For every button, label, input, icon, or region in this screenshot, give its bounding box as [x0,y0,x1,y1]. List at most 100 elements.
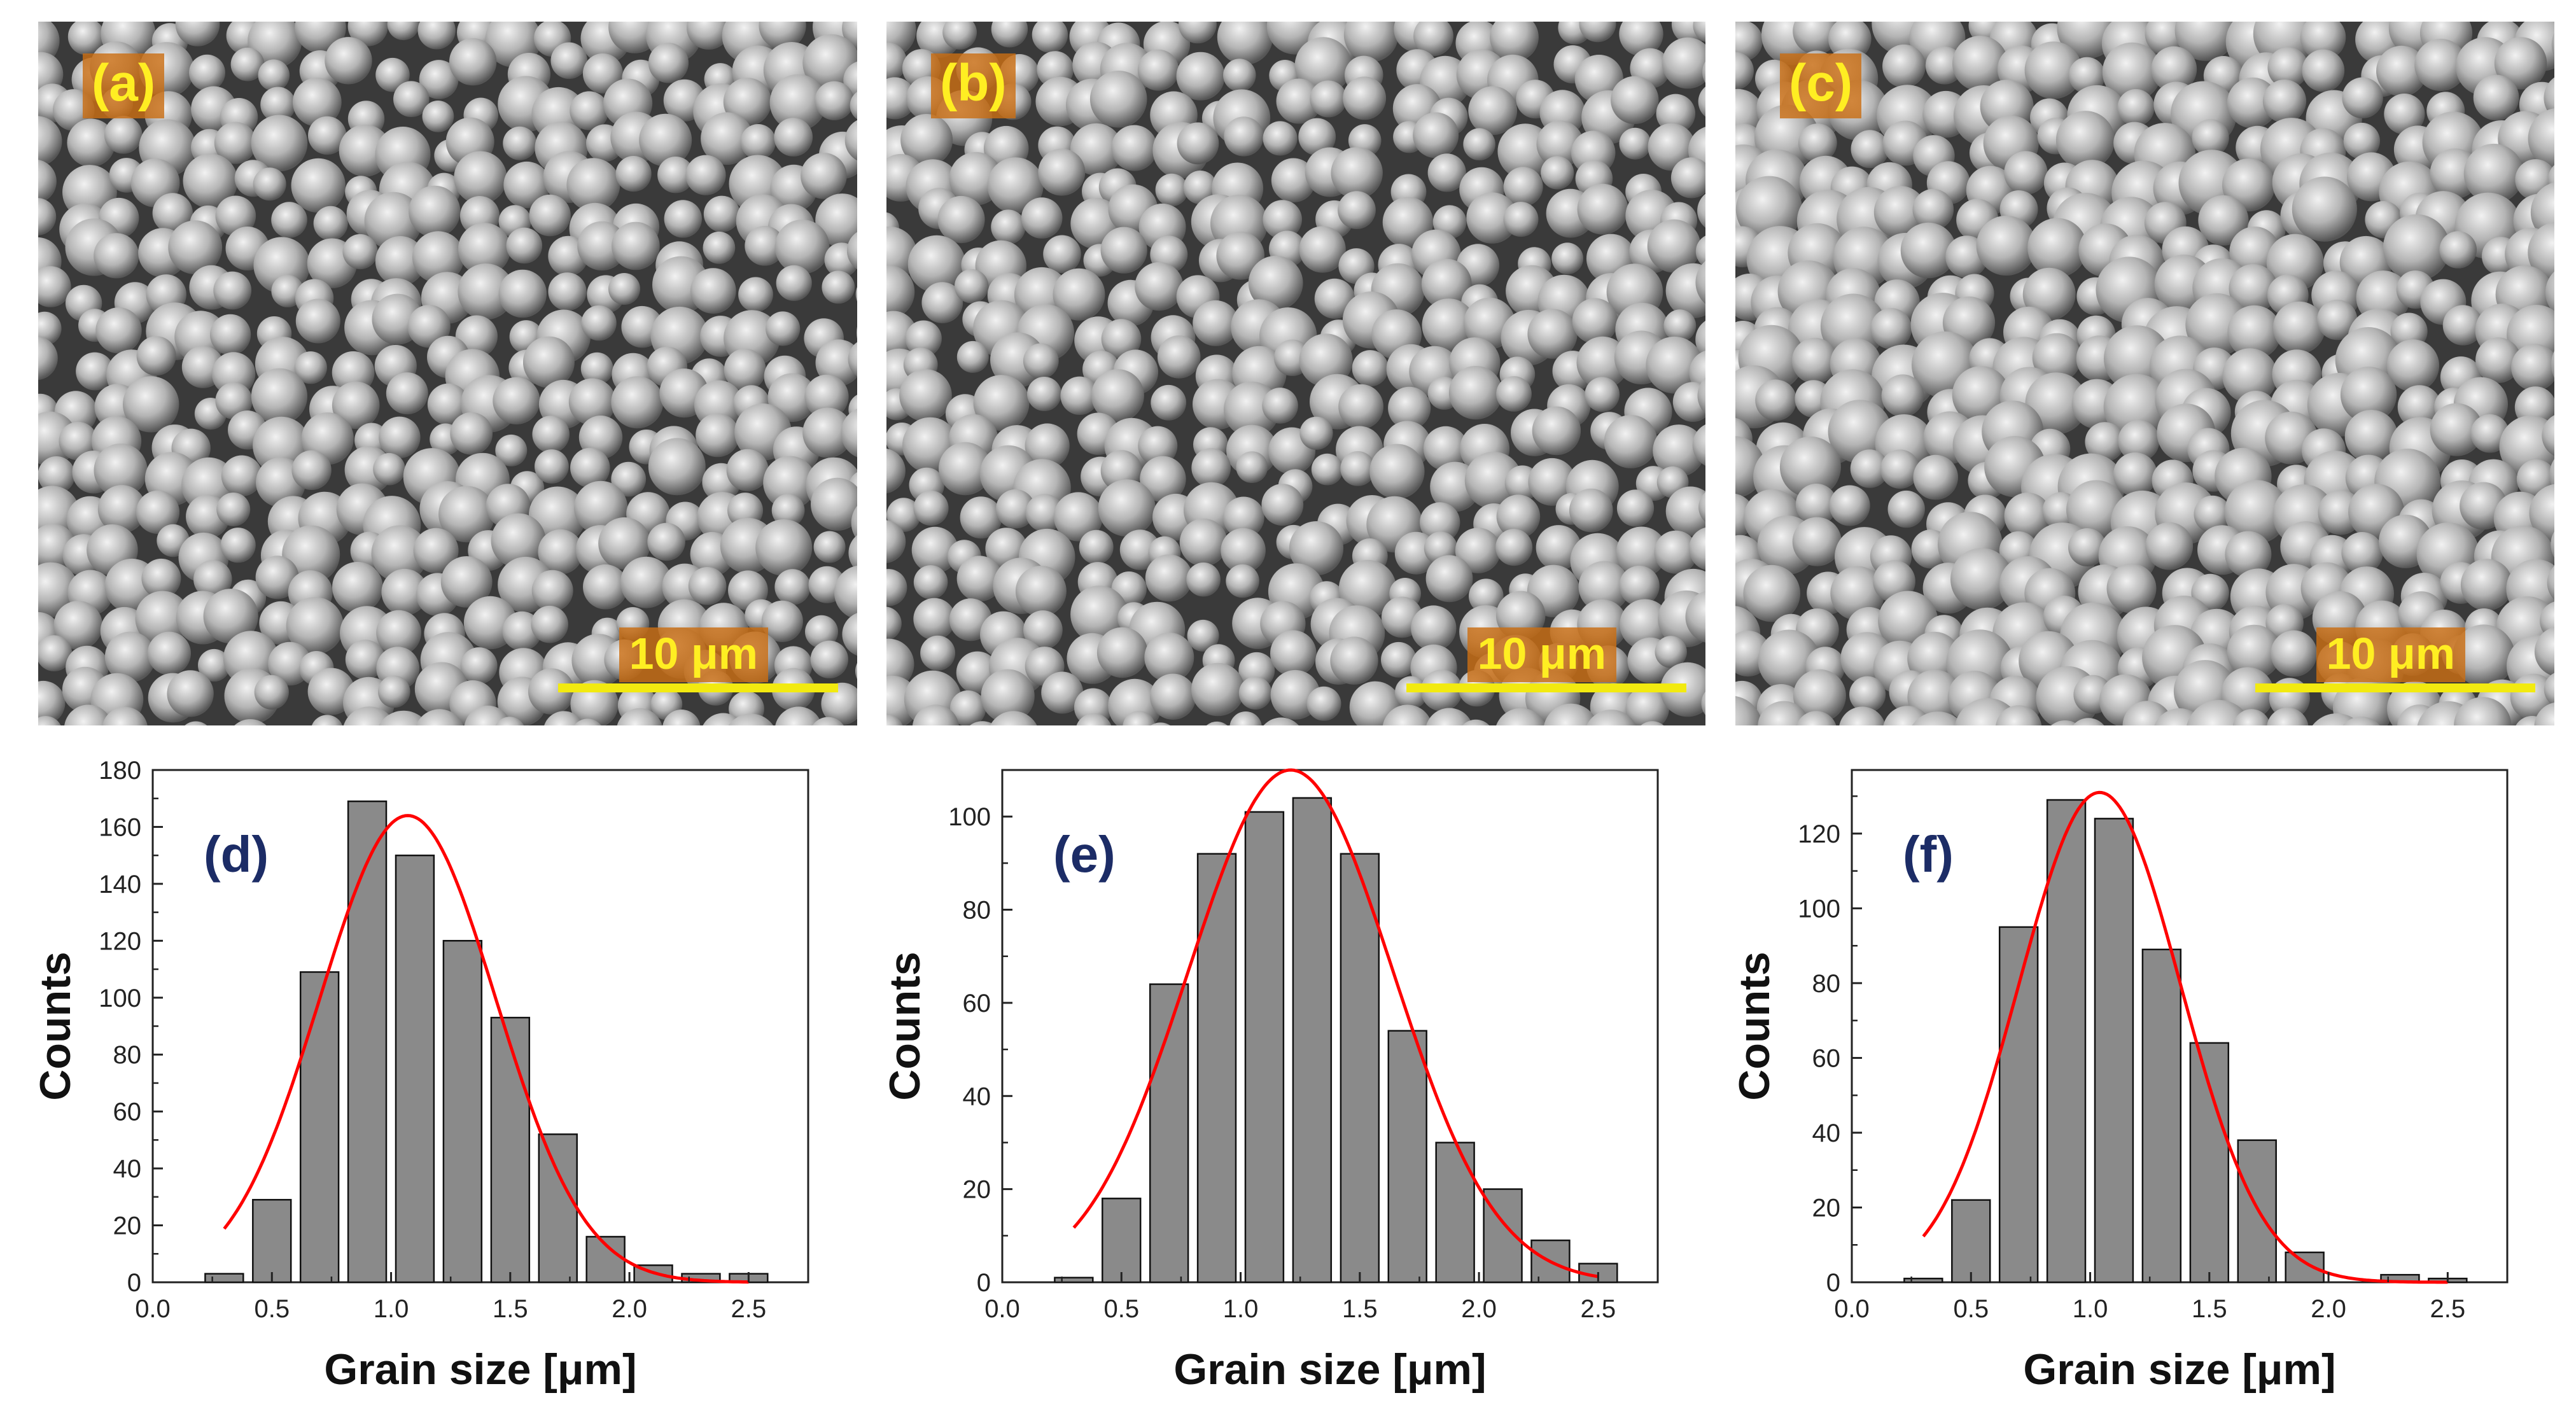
y-tick-label: 40 [963,1082,991,1110]
x-tick-label: 1.5 [1342,1295,1378,1323]
histogram-bar [347,800,388,1284]
histogram-bar [299,971,340,1284]
histogram-bar [252,1199,292,1284]
y-tick-label: 20 [963,1176,991,1204]
histogram-bar [2237,1139,2277,1284]
histogram-bar [1903,1277,1943,1284]
y-tick-label: 160 [99,813,141,841]
histogram-chart: 0.0 0.5 1.0 1.5 2.0 2.5 0 20 40 60 80 100 120 Grain s… [1730,769,2509,1394]
x-tick-label: 2.5 [2430,1295,2466,1323]
y-tick-label: 20 [1812,1194,1841,1222]
y-axis-title: Counts [31,951,80,1100]
scale-bar [2255,683,2535,692]
x-axis-title: Grain size [μm] [1173,1345,1486,1394]
sem-image-b: (b) 10 μm [886,22,1705,725]
x-tick-label: 0.5 [254,1295,290,1323]
y-tick-label: 80 [963,897,991,925]
panel-label: (b) [931,53,1016,118]
histogram-bar [1998,926,2039,1284]
y-tick-label: 0 [977,1269,991,1297]
chart-panel-label: (f) [1903,826,1954,883]
chart-panel-label: (e) [1053,826,1116,883]
y-tick-label: 120 [99,927,141,955]
sem-micrograph [1735,22,2554,725]
gaussian-fit-line [1922,790,2448,1284]
histogram-bar [490,1016,531,1284]
histogram-chart: 0.0 0.5 1.0 1.5 2.0 2.5 0 20 40 60 80 100 Grain size… [881,768,1659,1394]
histogram-d: 0.0 0.5 1.0 1.5 2.0 2.5 0 20 40 60 80 100 120 140 160 1… [0,738,853,1407]
y-tick-label: 80 [113,1041,142,1069]
chart-panel-label: (d) [204,826,269,883]
y-tick-label: 40 [1812,1119,1841,1147]
y-tick-label: 120 [1798,820,1840,848]
sem-micrograph [886,22,1705,725]
sem-image-c: (c) 10 μm [1735,22,2554,725]
y-tick-label: 0 [127,1269,141,1297]
x-tick-label: 0.5 [1953,1295,1989,1323]
x-tick-label: 1.0 [1223,1295,1259,1323]
x-tick-label: 2.5 [731,1295,767,1323]
y-tick-label: 0 [1826,1269,1840,1297]
y-tick-label: 100 [1798,895,1840,923]
scale-bar-label: 10 μm [1467,627,1616,682]
histogram-bar [1054,1277,1094,1284]
histogram-chart: 0.0 0.5 1.0 1.5 2.0 2.5 0 20 40 60 80 100 120 140 160 1… [31,757,809,1394]
gaussian-fit-line [223,814,749,1284]
y-tick-label: 60 [113,1098,142,1126]
y-axis-title: Counts [1730,951,1779,1100]
histogram-bar [2046,799,2087,1284]
histogram-bar [2285,1251,2325,1284]
x-tick-label: 2.0 [612,1295,647,1323]
y-tick-label: 180 [99,757,141,785]
histogram-f: 0.0 0.5 1.0 1.5 2.0 2.5 0 20 40 60 80 100 120 Grain s… [1699,738,2552,1407]
x-tick-label: 2.5 [1581,1295,1616,1323]
x-axis-title: Grain size [μm] [2023,1345,2335,1394]
y-tick-label: 40 [113,1155,142,1183]
histogram-bar [204,1273,244,1284]
x-axis-title: Grain size [μm] [324,1345,636,1394]
y-tick-label: 60 [1812,1044,1841,1072]
histogram-bar [1387,1030,1427,1284]
x-tick-label: 1.5 [493,1295,528,1323]
x-tick-label: 0.0 [135,1295,171,1323]
sem-image-a: (a) 10 μm [38,22,857,725]
x-tick-label: 1.0 [2073,1295,2108,1323]
histogram-bar [1149,983,1189,1284]
histogram-bar [1292,797,1333,1284]
y-tick-label: 100 [99,984,141,1012]
y-tick-label: 60 [963,990,991,1018]
x-tick-label: 0.0 [1834,1295,1870,1323]
y-tick-label: 20 [113,1212,142,1240]
gaussian-fit-line [1072,768,1599,1278]
histogram-bar [1244,811,1285,1284]
x-tick-label: 1.0 [374,1295,409,1323]
histogram-e: 0.0 0.5 1.0 1.5 2.0 2.5 0 20 40 60 80 100 Grain size… [850,738,1702,1407]
histogram-bar [2189,1042,2230,1284]
y-axis-title: Counts [881,951,929,1100]
x-tick-label: 2.0 [2311,1295,2346,1323]
scale-bar [1406,683,1686,692]
histogram-bar [2141,948,2182,1284]
x-tick-label: 0.5 [1103,1295,1139,1323]
histogram-bar [395,854,435,1284]
y-tick-label: 100 [948,803,991,831]
sem-micrograph [38,22,857,725]
x-tick-label: 0.0 [984,1295,1020,1323]
histogram-bar [2094,818,2134,1284]
x-tick-label: 2.0 [1461,1295,1497,1323]
panel-label: (c) [1780,53,1862,118]
histogram-bar [442,940,483,1284]
scale-bar-label: 10 μm [619,627,768,682]
scale-bar [558,683,838,692]
histogram-bar [1951,1199,1991,1284]
histogram-bar [538,1133,578,1284]
y-tick-label: 80 [1812,970,1841,998]
panel-label: (a) [83,53,165,118]
x-tick-label: 1.5 [2192,1295,2227,1323]
histogram-bar [1340,853,1380,1284]
histogram-bar [1102,1198,1142,1284]
scale-bar-label: 10 μm [2316,627,2465,682]
histogram-bar [1196,853,1237,1284]
histogram-bar [1435,1142,1475,1284]
